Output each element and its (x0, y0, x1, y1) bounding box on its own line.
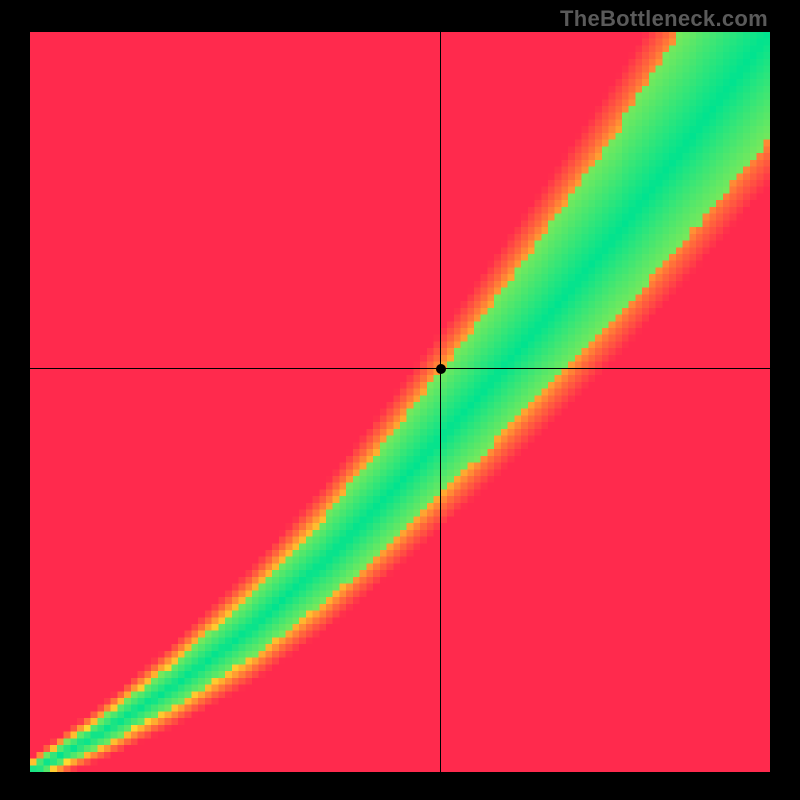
crosshair-horizontal (30, 368, 770, 369)
bottleneck-heatmap (30, 32, 770, 772)
crosshair-vertical (440, 32, 441, 772)
crosshair-marker-dot (436, 364, 446, 374)
watermark-text: TheBottleneck.com (560, 6, 768, 32)
